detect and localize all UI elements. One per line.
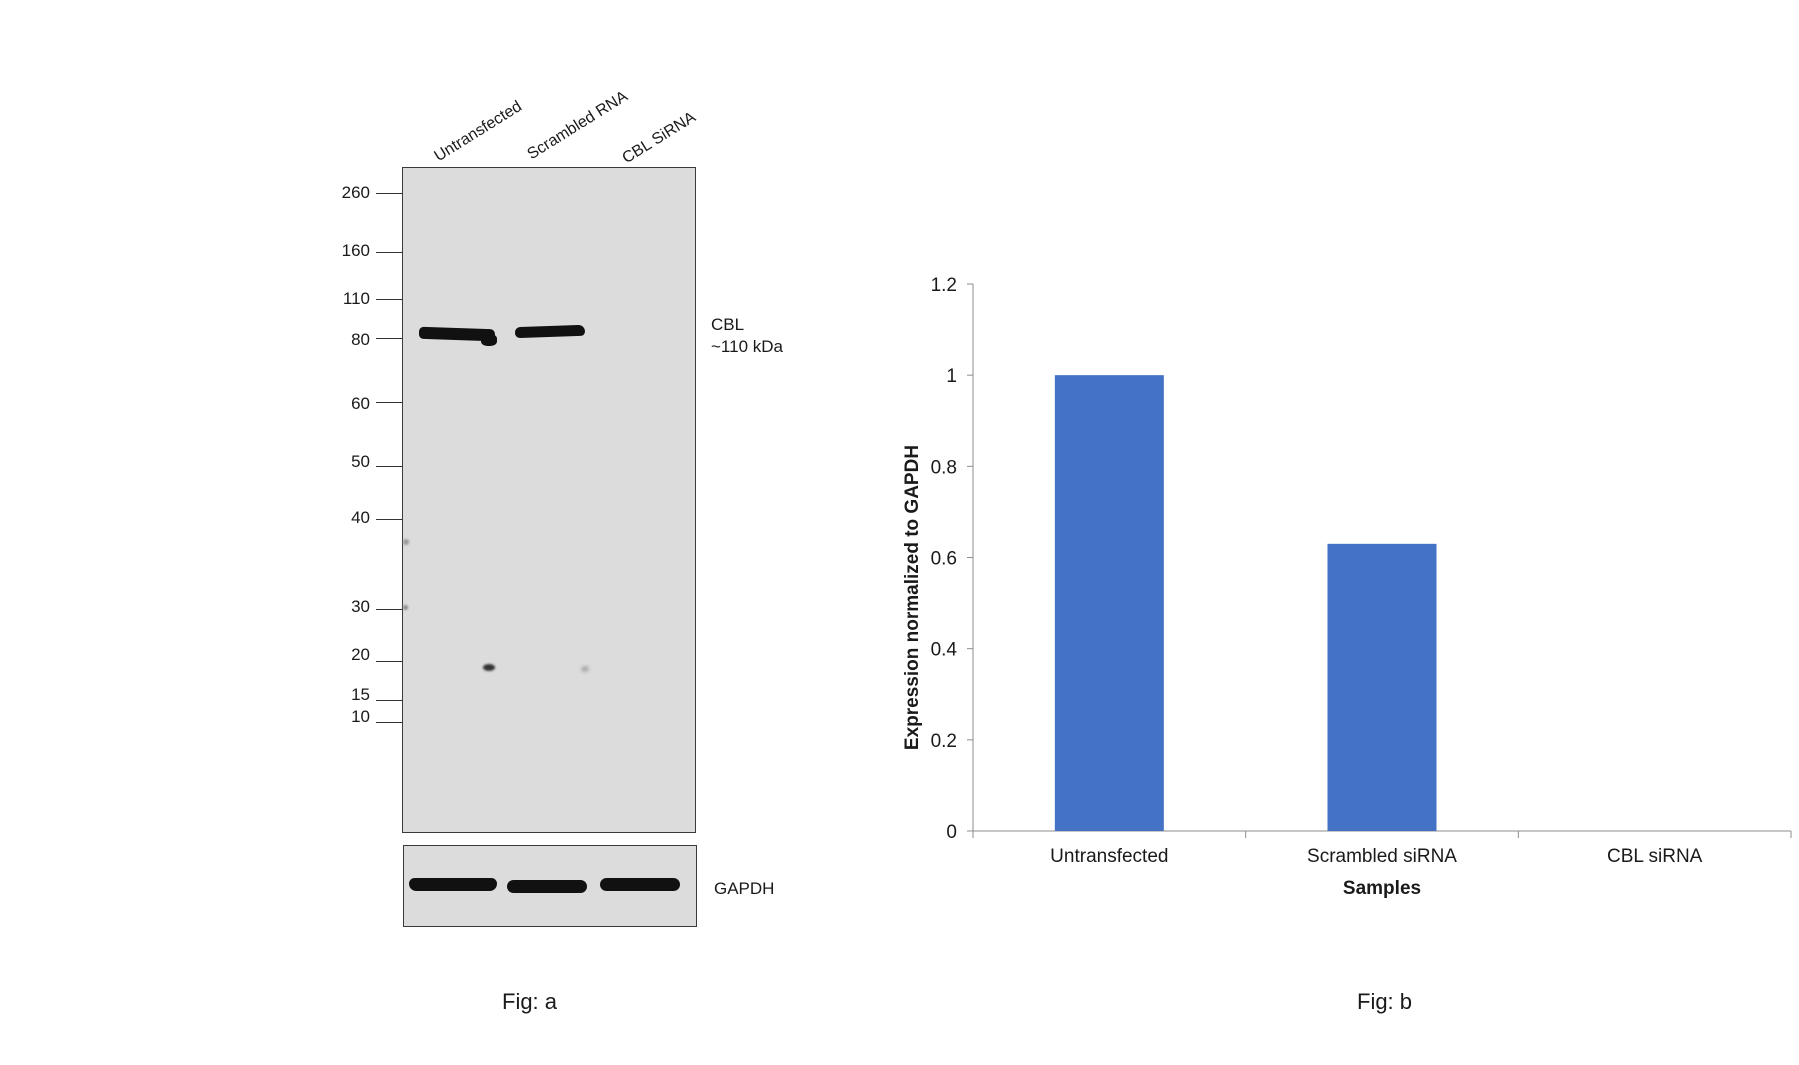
cbl-band-label: CBL ~110 kDa xyxy=(711,314,783,358)
cbl-band-untransfected-tail xyxy=(481,334,497,346)
x-tick-label: Untransfected xyxy=(1050,846,1168,867)
bar-0 xyxy=(1054,375,1164,831)
bar-1 xyxy=(1327,543,1437,831)
gapdh-band-scrambled xyxy=(507,880,587,893)
x-tick-label: Scrambled siRNA xyxy=(1307,846,1457,867)
mw-label: 15 xyxy=(351,685,370,704)
mw-label: 160 xyxy=(341,241,370,260)
mw-tick xyxy=(376,252,403,253)
y-tick-label: 1.2 xyxy=(931,275,957,296)
mw-label: 20 xyxy=(351,645,370,664)
main-blot-panel xyxy=(402,167,696,833)
y-axis-title: Expression normalized to GAPDH xyxy=(902,445,923,750)
blot-edge-speck xyxy=(403,605,408,610)
blot-speck xyxy=(483,664,495,671)
mw-tick xyxy=(376,466,403,467)
mw-tick xyxy=(376,193,403,194)
gapdh-blot-panel xyxy=(403,845,697,927)
y-tick-label: 0 xyxy=(946,822,957,843)
blot-speck xyxy=(581,666,589,672)
y-tick-label: 0.4 xyxy=(931,640,958,661)
mw-label: 10 xyxy=(351,707,370,726)
mw-label: 60 xyxy=(351,394,370,413)
figure-b-caption: Fig: b xyxy=(1357,989,1413,1014)
gapdh-band-untransfected xyxy=(409,878,497,891)
mw-tick xyxy=(376,700,403,701)
mw-label: 110 xyxy=(342,289,370,308)
y-tick-label: 0.6 xyxy=(931,549,957,570)
x-tick-label: CBL siRNA xyxy=(1607,846,1703,867)
blot-edge-speck xyxy=(403,539,409,545)
chart-bars xyxy=(1054,375,1437,831)
y-tick-label: 0.8 xyxy=(931,457,957,478)
mw-label: 30 xyxy=(351,597,370,616)
mw-label: 260 xyxy=(341,183,370,202)
mw-tick xyxy=(376,661,403,662)
cbl-label-name: CBL xyxy=(711,315,745,334)
y-tick-label: 0.2 xyxy=(931,731,957,752)
x-axis-title: Samples xyxy=(1343,878,1421,899)
chart-labels: 0 0.2 0.4 0.6 0.8 1 1.2 Untransfected Scrambled … xyxy=(902,275,1703,899)
cbl-label-size: ~110 kDa xyxy=(711,337,783,356)
y-tick-label: 1 xyxy=(946,366,957,387)
mw-tick xyxy=(376,519,403,520)
mw-tick xyxy=(376,722,403,723)
mw-label: 40 xyxy=(351,508,370,527)
mw-label: 50 xyxy=(351,452,370,471)
mw-tick xyxy=(376,402,403,403)
gapdh-band-cbl-sirna xyxy=(600,878,680,891)
mw-tick xyxy=(376,299,403,300)
mw-tick xyxy=(376,609,403,610)
mw-tick xyxy=(376,338,403,339)
figure-a-caption: Fig: a xyxy=(502,989,558,1014)
mw-label: 80 xyxy=(351,330,370,349)
gapdh-label: GAPDH xyxy=(714,879,775,898)
